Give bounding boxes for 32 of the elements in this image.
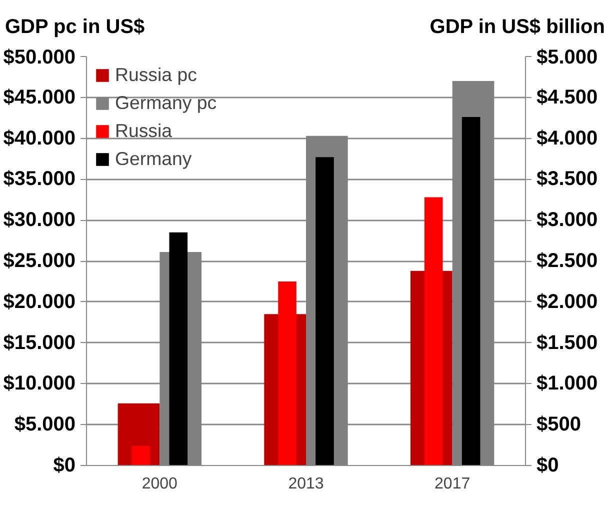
y-tick-label: $15.000 [3,332,76,354]
y2-tick-label: $4.000 [536,127,598,150]
bar [132,446,150,466]
y2-tick-label: $2.000 [536,290,598,313]
y-tick-label: $50.000 [3,46,76,68]
y-tick-label: $25.000 [3,250,76,272]
legend-label: Russia pc [115,64,197,86]
x-tick-label: 2017 [434,476,470,492]
x-tick-label: 2013 [288,476,324,492]
legend-label: Russia [115,120,172,142]
y-tick-label: $35.000 [3,168,76,190]
y2-tick-label: $1.000 [536,372,598,395]
y-tick-label: $20.000 [3,290,76,313]
y-axis-title: GDP pc in US$ [5,15,145,40]
y2-tick-label: $2.500 [536,250,598,272]
y2-tick-label: $4.500 [536,86,598,108]
legend-label: Germany pc [115,92,217,114]
y-tick-label: $40.000 [3,127,76,150]
y-tick-label: $30.000 [3,209,76,232]
y2-tick-label: $3.500 [536,168,598,190]
y2-tick-label: $0 [536,454,559,476]
y-tick-label: $0 [53,454,76,476]
legend-label: Germany [115,148,192,170]
x-tick-label: 2000 [142,476,178,492]
y2-tick-label: $1.500 [536,332,598,354]
y2-tick-label: $5.000 [536,46,598,68]
y2-tick-label: $500 [536,414,581,436]
y-tick-label: $10.000 [3,372,76,395]
y-tick-label: $5.000 [14,414,76,436]
y2-tick-label: $3.000 [536,209,598,232]
y-tick-label: $45.000 [3,86,76,108]
y2-axis-title: GDP in US$ billion [430,15,605,40]
